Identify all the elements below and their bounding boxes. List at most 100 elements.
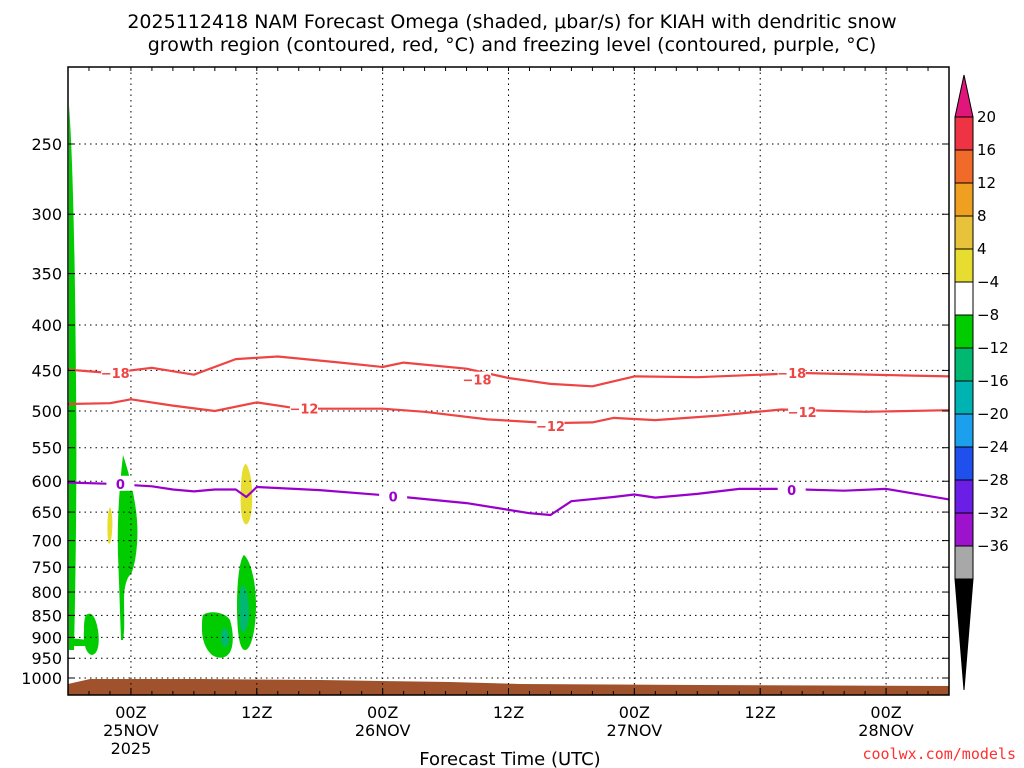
chart-title-line1: 2025112418 NAM Forecast Omega (shaded, μ… bbox=[127, 11, 896, 33]
y-tick-label: 750 bbox=[31, 558, 62, 577]
contour-label-bg bbox=[106, 475, 135, 491]
contour-line--12 bbox=[67, 398, 950, 425]
colorbar-tick-label: −32 bbox=[977, 504, 1009, 522]
omega-region-left-strip bbox=[69, 638, 88, 646]
contour-label-bg bbox=[777, 482, 806, 498]
contour-label-bg bbox=[463, 371, 492, 387]
y-tick-label: 450 bbox=[31, 361, 62, 380]
colorbar-tick-label: −36 bbox=[977, 537, 1009, 555]
contour-label-bg bbox=[788, 403, 817, 419]
y-tick-label: 350 bbox=[31, 265, 62, 284]
contour-label: −18 bbox=[777, 367, 806, 382]
colorbar-segment bbox=[954, 512, 974, 547]
y-axis: 250 300 350 400 450 500 550 600 650 700 750 800 850 9… bbox=[21, 135, 949, 688]
colorbar-top-cap bbox=[954, 74, 974, 118]
x-tick-label-date: 28NOV bbox=[858, 721, 914, 740]
y-tick-label: 850 bbox=[31, 606, 62, 625]
colorbar-tick-label: 16 bbox=[977, 141, 996, 159]
y-tick-label: 300 bbox=[31, 205, 62, 224]
contour-label-bg bbox=[777, 364, 806, 380]
omega-region-left-column bbox=[69, 105, 77, 650]
colorbar-segment bbox=[954, 380, 974, 415]
contour-label-bg bbox=[379, 488, 408, 504]
contour-label: 0 bbox=[787, 484, 796, 499]
colorbar-tick-label: 20 bbox=[977, 108, 996, 126]
colorbar-segment bbox=[954, 446, 974, 481]
colorbar-tick-label: 12 bbox=[977, 174, 996, 192]
x-tick-label-date: 25NOV bbox=[103, 721, 159, 740]
terrain-band bbox=[68, 679, 949, 695]
colorbar: 20 16 12 8 4 −4 −8 −12 −16 −20 −24 −28 −32 −36 bbox=[954, 74, 1009, 691]
omega-region-1 bbox=[83, 613, 99, 655]
contour-line-0 bbox=[67, 481, 950, 517]
y-tick-label: 600 bbox=[31, 472, 62, 491]
credit-text: coolwx.com/models bbox=[862, 745, 1016, 763]
contour-label: −18 bbox=[463, 374, 492, 389]
y-tick-label: 950 bbox=[31, 649, 62, 668]
colorbar-tick-label: −8 bbox=[977, 306, 999, 324]
x-tick-label-date: 27NOV bbox=[607, 721, 663, 740]
colorbar-segment bbox=[954, 479, 974, 514]
y-tick-label: 700 bbox=[31, 532, 62, 551]
y-tick-label: 500 bbox=[31, 402, 62, 421]
contour-label-bg bbox=[101, 364, 130, 380]
y-tick-label: 1000 bbox=[21, 669, 62, 688]
colorbar-tick-label: −28 bbox=[977, 471, 1009, 489]
colorbar-tick-label: 8 bbox=[977, 207, 987, 225]
colorbar-segment bbox=[954, 116, 974, 151]
x-tick-label-time: 12Z bbox=[745, 703, 776, 722]
colorbar-tick-label: −12 bbox=[977, 339, 1009, 357]
x-axis-title: Forecast Time (UTC) bbox=[419, 749, 600, 768]
colorbar-tick-label: −24 bbox=[977, 438, 1009, 456]
y-tick-label: 650 bbox=[31, 503, 62, 522]
colorbar-tick-label: −20 bbox=[977, 405, 1009, 423]
contour-label-bg bbox=[536, 418, 565, 434]
colorbar-tick-label: 4 bbox=[977, 240, 987, 258]
colorbar-segment bbox=[954, 182, 974, 217]
plot-area: −18 −18 −18 −12 −12 −12 0 0 0 bbox=[67, 66, 950, 696]
colorbar-segment bbox=[954, 281, 974, 316]
contour-label: −12 bbox=[788, 406, 817, 421]
colorbar-segment bbox=[954, 314, 974, 349]
colorbar-tick-label: −16 bbox=[977, 372, 1009, 390]
x-tick-label-time: 12Z bbox=[493, 703, 524, 722]
y-tick-label: 550 bbox=[31, 439, 62, 458]
omega-region-4-core bbox=[239, 585, 249, 632]
colorbar-segment bbox=[954, 413, 974, 448]
contour-label: −12 bbox=[289, 403, 318, 418]
gridlines bbox=[68, 67, 949, 695]
colorbar-segment bbox=[954, 545, 974, 580]
colorbar-segment bbox=[954, 149, 974, 184]
x-tick-label-time: 00Z bbox=[619, 703, 650, 722]
x-tick-label-year: 2025 bbox=[111, 739, 152, 758]
omega-positive-patch-2 bbox=[240, 464, 253, 525]
contour-label-bg bbox=[289, 400, 318, 416]
y-tick-label: 250 bbox=[31, 135, 62, 154]
omega-shading bbox=[68, 105, 949, 695]
contour-line--18 bbox=[67, 355, 950, 388]
contour-label: −18 bbox=[101, 367, 130, 382]
colorbar-segment bbox=[954, 248, 974, 283]
x-tick-label-time: 00Z bbox=[870, 703, 901, 722]
x-tick-label-date: 26NOV bbox=[355, 721, 411, 740]
colorbar-segment bbox=[954, 347, 974, 382]
y-tick-label: 900 bbox=[31, 628, 62, 647]
colorbar-tick-label: −4 bbox=[977, 273, 999, 291]
x-tick-label-time: 00Z bbox=[367, 703, 398, 722]
contour-label: −12 bbox=[536, 420, 565, 435]
omega-region-3-core bbox=[220, 628, 230, 647]
contour-label: 0 bbox=[116, 478, 125, 493]
colorbar-bottom-cap bbox=[954, 578, 974, 691]
contour-label: 0 bbox=[389, 490, 398, 505]
contour-lines: −18 −18 −18 −12 −12 −12 0 0 0 bbox=[67, 355, 950, 517]
omega-positive-patch-1 bbox=[107, 507, 113, 544]
omega-region-2 bbox=[117, 455, 138, 640]
y-tick-label: 800 bbox=[31, 583, 62, 602]
x-tick-label-time: 00Z bbox=[115, 703, 146, 722]
chart-title-line2: growth region (contoured, red, °C) and f… bbox=[148, 34, 877, 56]
y-tick-label: 400 bbox=[31, 316, 62, 335]
colorbar-segment bbox=[954, 215, 974, 250]
x-tick-label-time: 12Z bbox=[241, 703, 272, 722]
